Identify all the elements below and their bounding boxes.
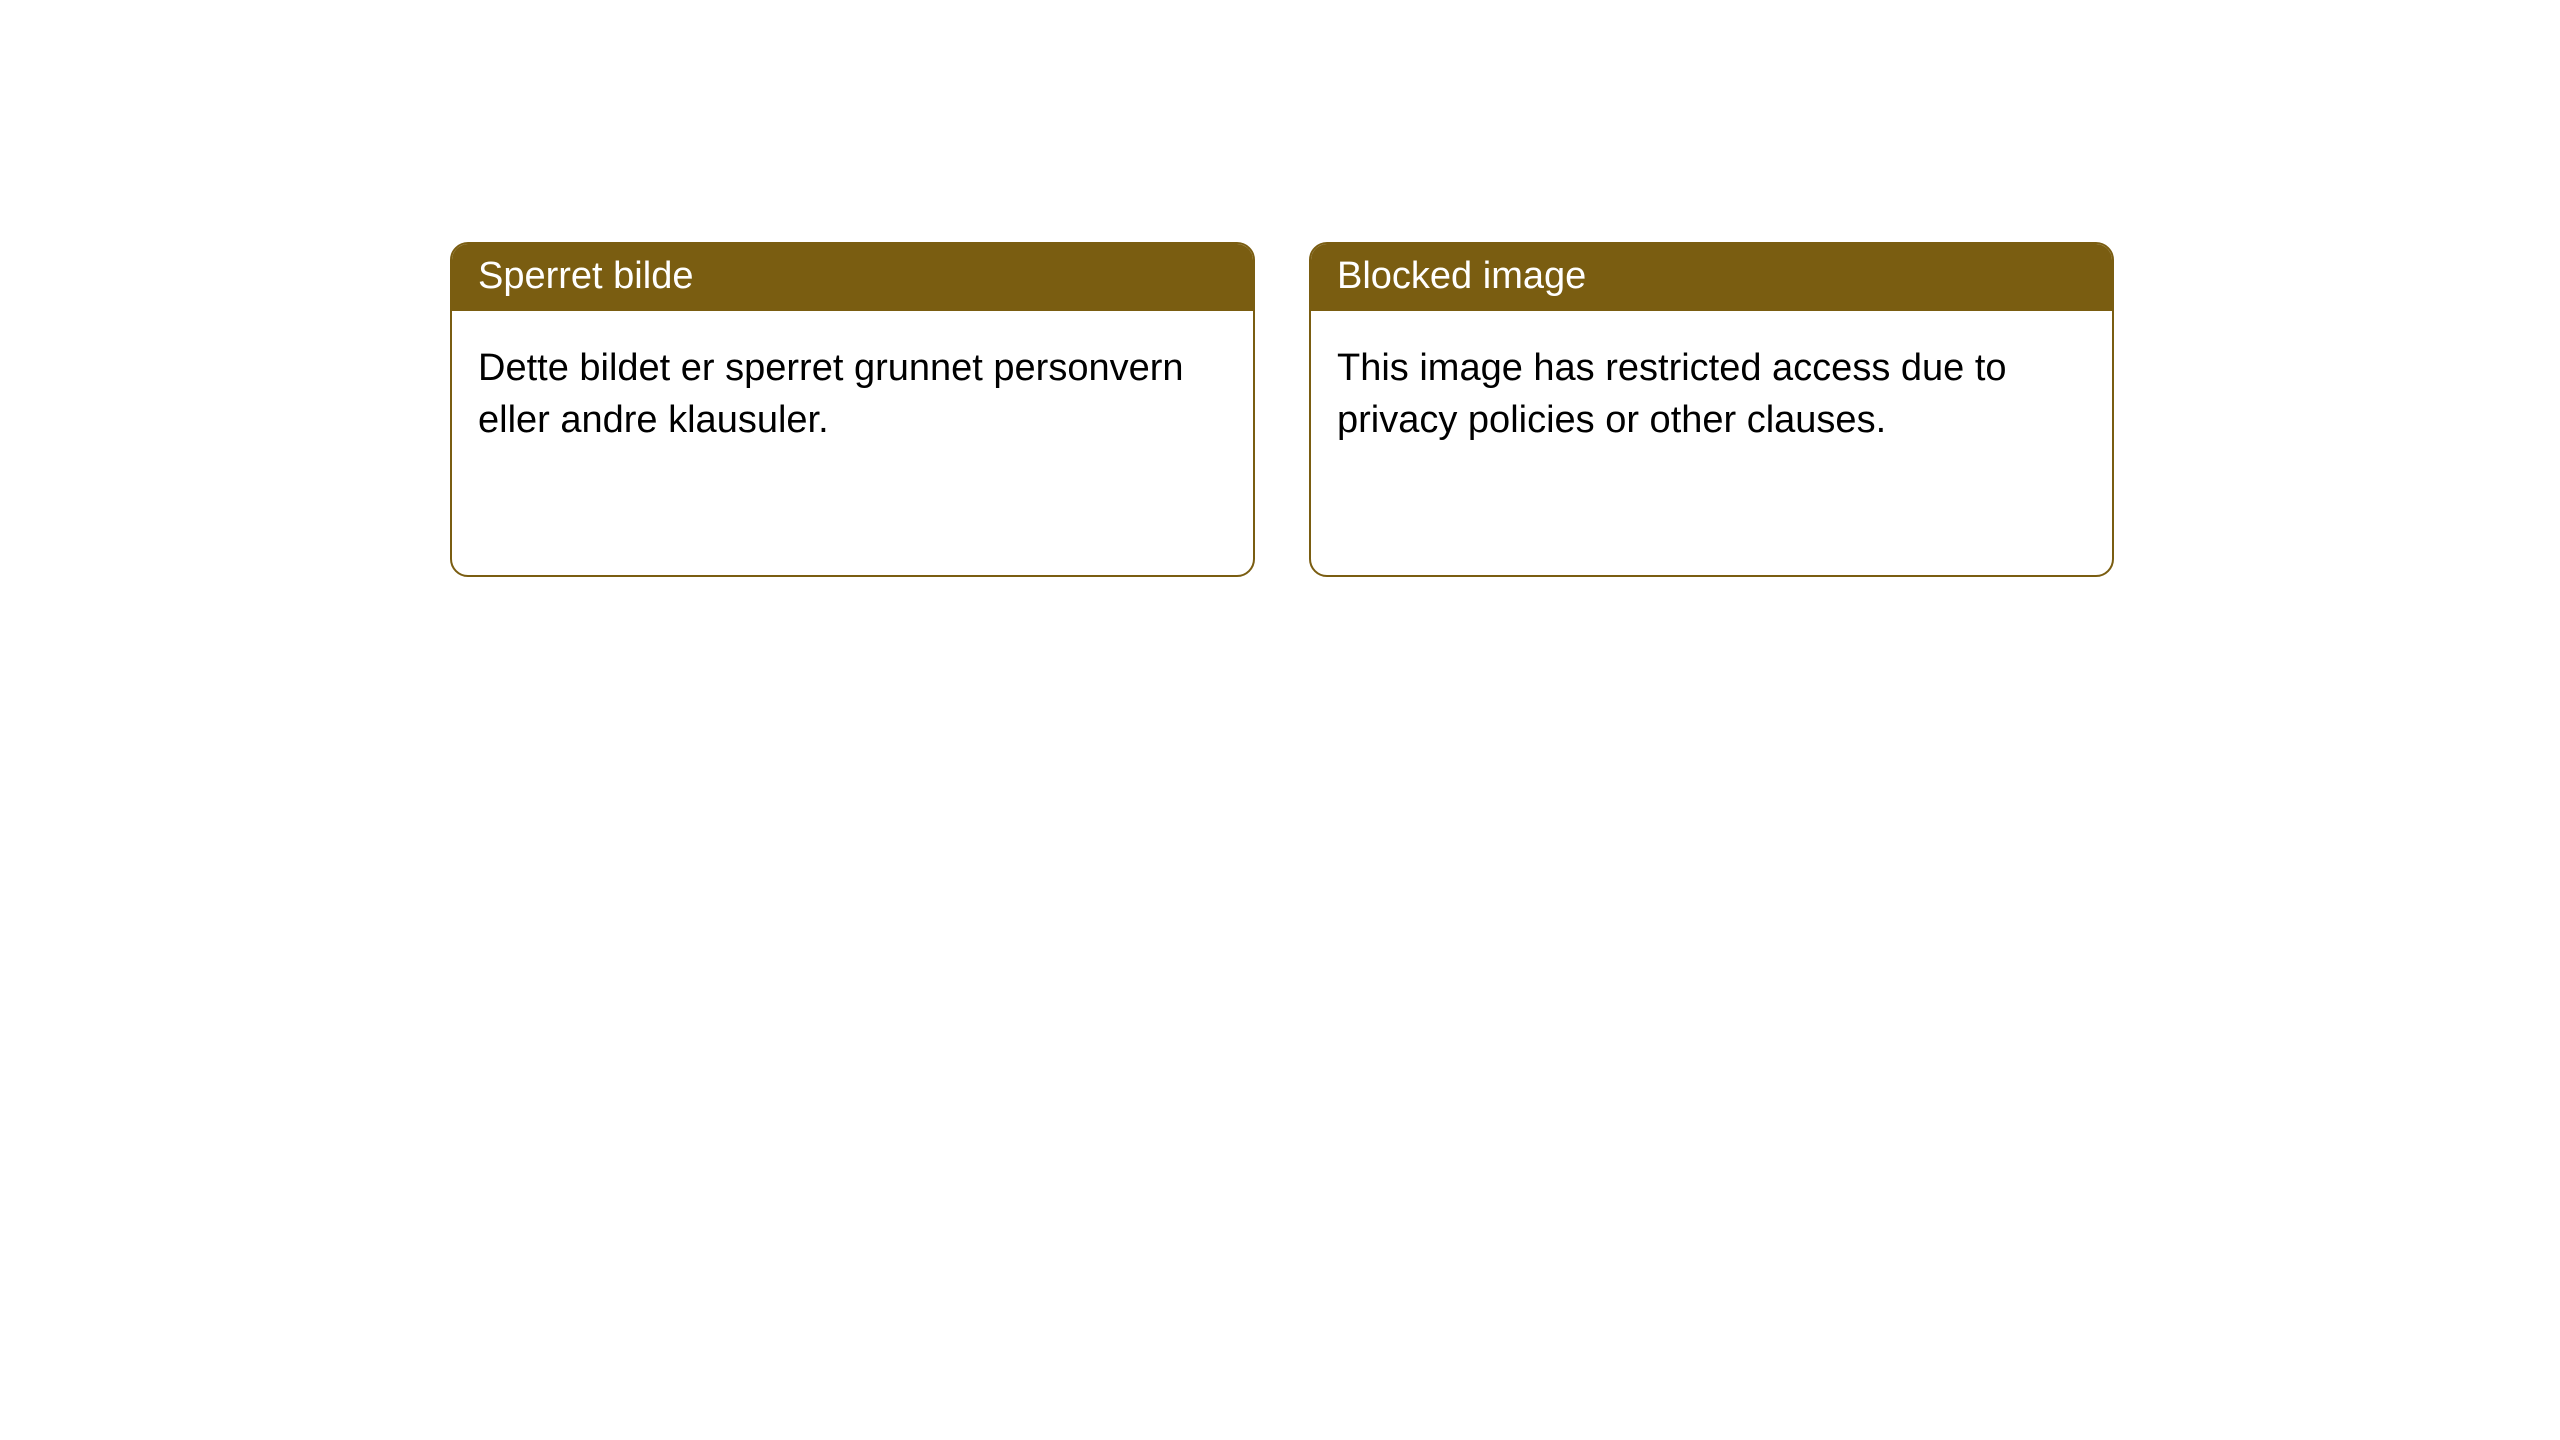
notice-card-norwegian: Sperret bilde Dette bildet er sperret gr… bbox=[450, 242, 1255, 577]
notice-card-english: Blocked image This image has restricted … bbox=[1309, 242, 2114, 577]
notice-header-english: Blocked image bbox=[1311, 244, 2112, 311]
notice-body-norwegian: Dette bildet er sperret grunnet personve… bbox=[452, 311, 1253, 478]
notice-container: Sperret bilde Dette bildet er sperret gr… bbox=[0, 0, 2560, 577]
notice-header-norwegian: Sperret bilde bbox=[452, 244, 1253, 311]
notice-body-english: This image has restricted access due to … bbox=[1311, 311, 2112, 478]
